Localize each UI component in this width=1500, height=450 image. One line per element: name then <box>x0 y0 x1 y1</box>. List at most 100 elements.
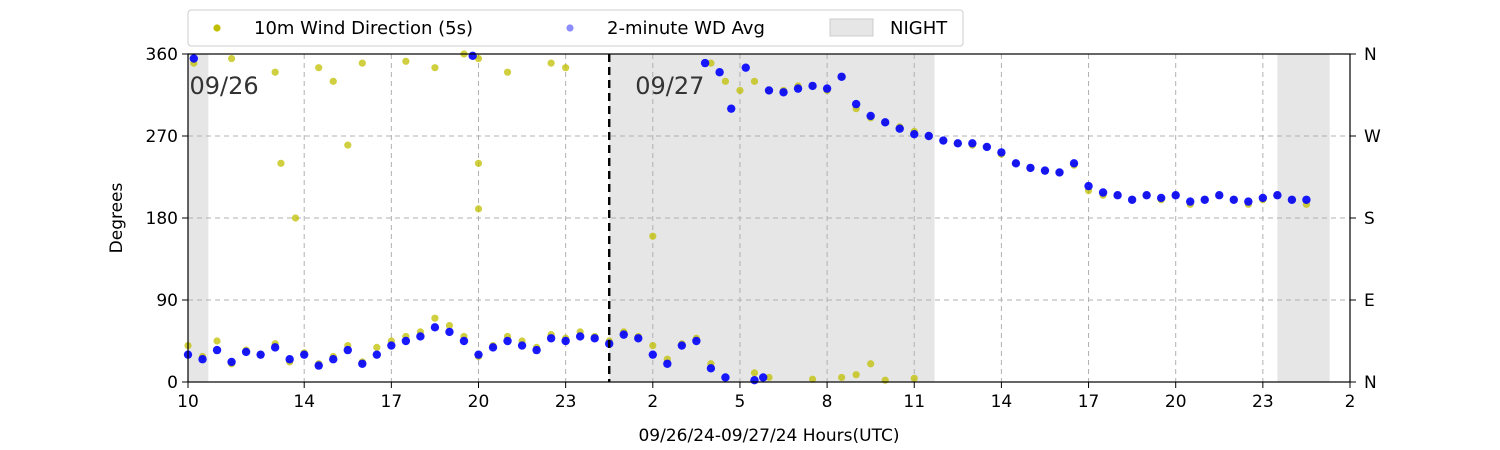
wd-avg-point <box>793 84 803 93</box>
wind-direction-point <box>707 59 715 67</box>
wd-avg-point <box>1273 191 1282 200</box>
wd-avg-point <box>590 334 599 343</box>
wd-avg-point <box>939 136 948 145</box>
wd-avg-point <box>721 373 730 382</box>
wd-avg-point <box>459 336 469 346</box>
wind-direction-point <box>344 141 352 149</box>
x-tick-label: 14 <box>991 392 1013 412</box>
wd-avg-point <box>1258 193 1268 203</box>
wind-direction-point <box>277 159 285 167</box>
wd-avg-point <box>1098 188 1108 197</box>
wd-avg-point <box>968 139 977 148</box>
wd-avg-point <box>1171 191 1180 200</box>
wd-avg-point <box>189 54 199 63</box>
wd-avg-point <box>953 139 963 148</box>
wd-avg-point <box>561 336 570 346</box>
y2-tick-label: W <box>1364 127 1381 147</box>
date-marker-label: 09/27 <box>635 72 704 100</box>
wd-avg-point <box>764 86 774 95</box>
y-tick-label: 0 <box>167 373 178 393</box>
wd-avg-point <box>488 343 498 352</box>
wd-avg-point <box>1302 195 1311 204</box>
x-tick-label: 23 <box>555 392 577 412</box>
night-bands <box>188 54 1330 382</box>
wind-direction-point <box>808 375 817 383</box>
wd-avg-point <box>1186 197 1195 206</box>
night-band <box>1277 54 1330 382</box>
wind-direction-point <box>474 159 483 167</box>
wd-avg-point <box>1084 181 1093 191</box>
wd-avg-point <box>648 350 657 359</box>
wind-direction-point <box>649 341 657 350</box>
wd-avg-point <box>401 336 411 346</box>
legend-marker-night <box>829 18 874 37</box>
wd-avg-point <box>285 355 294 364</box>
wd-avg-point <box>677 341 687 350</box>
wind-direction-point <box>402 57 410 65</box>
wd-avg-point <box>706 364 716 373</box>
x-tick-label: 5 <box>735 392 746 412</box>
wd-avg-point <box>358 359 367 368</box>
wd-avg-point <box>546 334 556 343</box>
wind-direction-point <box>736 86 744 95</box>
wind-direction-point <box>562 64 570 72</box>
wind-direction-point <box>358 59 366 67</box>
wd-avg-point <box>1287 195 1297 204</box>
wd-avg-point <box>1040 166 1050 175</box>
legend-marker-wind-direction <box>213 24 221 32</box>
wd-avg-point <box>822 84 832 93</box>
wd-avg-point <box>430 323 440 332</box>
wind-direction-point <box>765 373 773 382</box>
wd-avg-point <box>1113 191 1122 200</box>
legend-label-night: NIGHT <box>890 18 948 39</box>
wd-avg-point <box>468 51 477 61</box>
wd-avg-point <box>372 350 382 359</box>
wd-avg-point <box>241 347 251 357</box>
wd-avg-point <box>1142 191 1151 200</box>
wind-direction-point <box>329 77 337 85</box>
wd-avg-point <box>866 111 875 121</box>
wind-direction-point <box>431 64 439 72</box>
wind-direction-point <box>838 373 846 382</box>
wd-avg-point <box>343 345 352 355</box>
x-tick-label: 10 <box>177 392 199 412</box>
wind-direction-point <box>213 337 221 345</box>
y-tick-label: 180 <box>146 209 178 229</box>
x-tick-label: 20 <box>1165 392 1187 412</box>
x-tick-label: 2 <box>647 392 658 412</box>
x-tick-label: 17 <box>1078 392 1100 412</box>
wd-avg-point <box>997 148 1006 157</box>
wd-avg-point <box>198 355 207 364</box>
wd-avg-point <box>212 345 222 355</box>
wind-direction-point <box>910 374 918 382</box>
wd-avg-point <box>387 341 396 350</box>
wd-avg-point <box>881 118 890 127</box>
wind-direction-point <box>867 360 875 368</box>
wd-avg-point <box>741 63 750 72</box>
wind-direction-point <box>315 64 323 72</box>
wind-direction-point <box>881 376 889 384</box>
wind-direction-point <box>750 369 759 377</box>
wd-avg-point <box>1229 195 1239 204</box>
wd-avg-point <box>692 336 701 346</box>
x-tick-label: 14 <box>293 392 315 412</box>
x-tick-label: 20 <box>468 392 490 412</box>
wd-avg-point <box>1011 159 1021 168</box>
wd-avg-point <box>416 332 425 341</box>
y2-tick-label: S <box>1364 209 1375 229</box>
wind-direction-point <box>547 59 555 67</box>
wd-avg-point <box>445 327 454 337</box>
legend-label-wd-avg: 2-minute WD Avg <box>607 18 765 39</box>
wd-avg-point <box>532 345 541 355</box>
wd-avg-point <box>619 330 628 339</box>
legend-label-wind-direction: 10m Wind Direction (5s) <box>254 18 473 39</box>
wind-direction-point <box>431 314 439 322</box>
wind-direction-point <box>291 214 300 222</box>
wind-direction-point <box>503 68 512 76</box>
y-tick-label: 360 <box>146 45 178 65</box>
y-tick-label: 90 <box>156 291 178 311</box>
wind-direction-point <box>445 321 454 330</box>
wd-avg-point <box>727 104 736 113</box>
